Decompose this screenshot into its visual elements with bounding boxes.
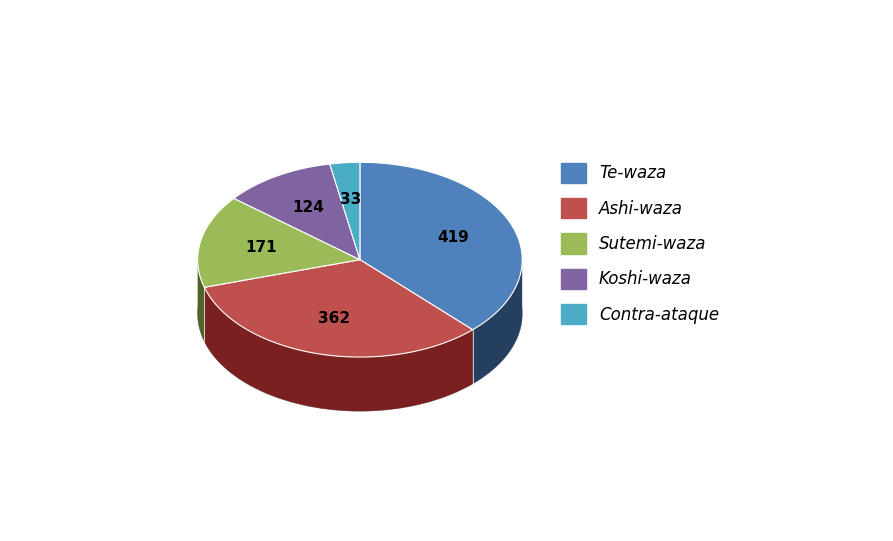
Polygon shape [360,162,522,330]
Text: 419: 419 [438,229,469,245]
PathPatch shape [204,287,472,411]
Legend: Te-waza, Ashi-waza, Sutemi-waza, Koshi-waza, Contra-ataque: Te-waza, Ashi-waza, Sutemi-waza, Koshi-w… [552,154,727,333]
Text: 124: 124 [292,200,324,215]
Polygon shape [204,260,472,357]
Text: 362: 362 [318,311,350,326]
Text: 33: 33 [340,192,361,207]
Ellipse shape [197,216,522,411]
Polygon shape [197,199,360,287]
PathPatch shape [472,262,522,384]
PathPatch shape [197,261,204,341]
Polygon shape [330,162,360,260]
Polygon shape [234,164,360,260]
Text: 171: 171 [246,240,277,255]
